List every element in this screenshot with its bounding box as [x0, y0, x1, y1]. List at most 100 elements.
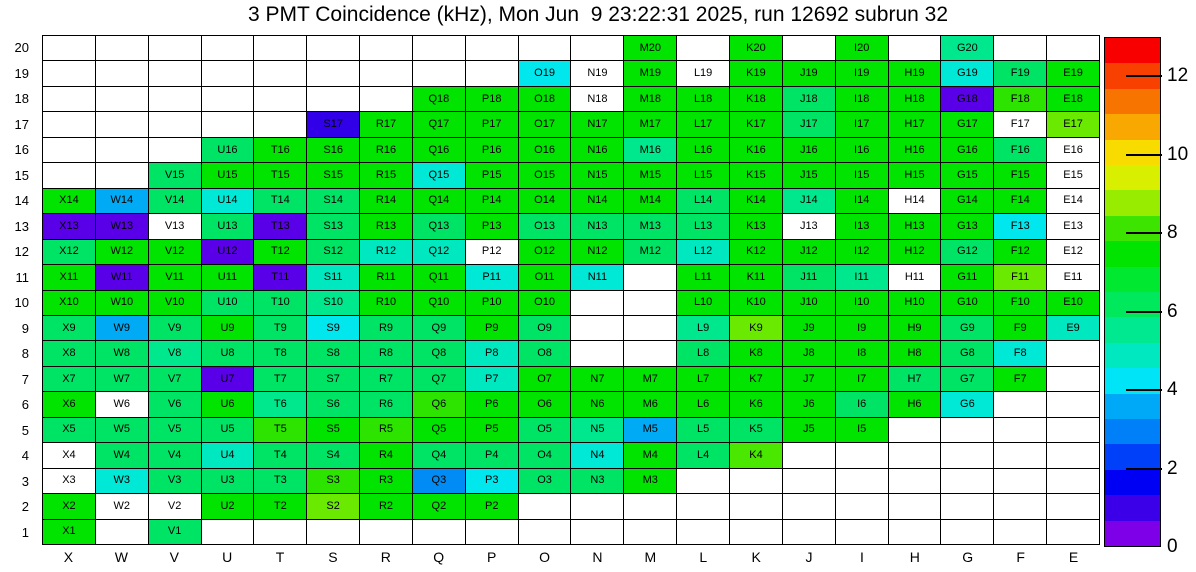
grid-cell: L13 — [677, 214, 730, 239]
grid-cell: T7 — [254, 366, 307, 392]
grid-cell — [43, 61, 95, 86]
grid-cell: E18 — [1047, 86, 1099, 112]
grid-cell — [254, 36, 307, 61]
colorbar-tick — [1126, 232, 1162, 235]
grid-cell — [730, 468, 782, 494]
grid-cell — [95, 163, 148, 188]
grid-cell: W12 — [95, 239, 148, 265]
grid-cell — [677, 468, 730, 494]
grid-cell — [43, 86, 95, 112]
grid-cell: H10 — [888, 290, 941, 315]
grid-cell — [360, 519, 412, 544]
grid-cell — [95, 36, 148, 61]
grid-cell: Q17 — [412, 112, 465, 137]
grid-cell: U12 — [201, 239, 254, 265]
y-axis-label: 17 — [14, 116, 29, 132]
x-axis-label: K — [751, 549, 761, 565]
grid-cell: M20 — [624, 36, 677, 61]
grid-cell: Q3 — [412, 468, 465, 494]
grid-cell: J6 — [782, 392, 835, 417]
grid-cell: O10 — [518, 290, 571, 315]
grid-cell — [412, 61, 465, 86]
grid-cell: H8 — [888, 341, 941, 366]
grid-cell — [148, 86, 201, 112]
grid-cell — [148, 61, 201, 86]
grid-cell: P10 — [465, 290, 518, 315]
grid-cell: K9 — [730, 315, 782, 341]
y-axis-label: 15 — [14, 167, 29, 183]
grid-cell: W4 — [95, 443, 148, 468]
grid-cell: U7 — [201, 366, 254, 392]
grid-cell: T15 — [254, 163, 307, 188]
grid-cell: M12 — [624, 239, 677, 265]
grid-cell — [518, 519, 571, 544]
grid-cell — [677, 36, 730, 61]
colorbar-tick — [1126, 75, 1162, 78]
grid-cell — [1047, 366, 1099, 392]
grid-cell — [624, 290, 677, 315]
grid-cell: F19 — [994, 61, 1047, 86]
grid-cell: I11 — [835, 265, 888, 290]
grid-cell: O17 — [518, 112, 571, 137]
grid-cell: V10 — [148, 290, 201, 315]
grid-cell — [888, 443, 941, 468]
grid-cell: J7 — [782, 366, 835, 392]
colorbar-band — [1105, 266, 1160, 292]
colorbar-band — [1105, 37, 1160, 64]
grid-cell — [571, 494, 624, 519]
grid-cell: N16 — [571, 137, 624, 163]
grid-cell: I19 — [835, 61, 888, 86]
grid-cell — [95, 519, 148, 544]
grid-cell: N7 — [571, 366, 624, 392]
grid-cell: T8 — [254, 341, 307, 366]
grid-cell: V5 — [148, 417, 201, 443]
grid-cell: T9 — [254, 315, 307, 341]
colorbar-tick-label: 12 — [1167, 65, 1189, 87]
grid-cell: K6 — [730, 392, 782, 417]
colorbar-band — [1105, 215, 1160, 242]
grid-cell: G20 — [941, 36, 994, 61]
grid-cell: U16 — [201, 137, 254, 163]
grid-cell — [782, 494, 835, 519]
grid-cell: F7 — [994, 366, 1047, 392]
y-axis-label: 8 — [21, 346, 29, 362]
x-axis-label: R — [380, 549, 391, 565]
grid-cell — [201, 86, 254, 112]
y-axis-label: 20 — [14, 40, 29, 56]
grid-cell: F10 — [994, 290, 1047, 315]
grid-cell: P6 — [465, 392, 518, 417]
grid-cell: O12 — [518, 239, 571, 265]
grid-cell — [888, 519, 941, 544]
grid-cell: E15 — [1047, 163, 1099, 188]
grid-cell: G7 — [941, 366, 994, 392]
grid-cell — [95, 86, 148, 112]
grid-cell: N5 — [571, 417, 624, 443]
grid-cell: M19 — [624, 61, 677, 86]
grid-cell: P3 — [465, 468, 518, 494]
grid-cell: U2 — [201, 494, 254, 519]
colorbar-band — [1105, 418, 1160, 445]
grid-cell: O3 — [518, 468, 571, 494]
grid-cell: L18 — [677, 86, 730, 112]
grid-cell: Q8 — [412, 341, 465, 366]
grid-cell: E14 — [1047, 188, 1099, 214]
x-axis-label: N — [592, 549, 603, 565]
grid-cell: K11 — [730, 265, 782, 290]
grid-cell: G6 — [941, 392, 994, 417]
grid-cell: V12 — [148, 239, 201, 265]
x-axis-label: F — [1016, 549, 1025, 565]
grid-cell: S5 — [307, 417, 360, 443]
grid-cell: J15 — [782, 163, 835, 188]
grid-cell: V4 — [148, 443, 201, 468]
grid-cell: K15 — [730, 163, 782, 188]
grid-cell — [465, 36, 518, 61]
grid-cell: U5 — [201, 417, 254, 443]
grid-cell: U15 — [201, 163, 254, 188]
colorbar-band — [1105, 520, 1160, 546]
grid-cell: V15 — [148, 163, 201, 188]
colorbar-tick-label: 2 — [1167, 457, 1178, 479]
grid-cell: L15 — [677, 163, 730, 188]
grid-cell: H19 — [888, 61, 941, 86]
grid-cell: R7 — [360, 366, 412, 392]
grid-cell: T14 — [254, 188, 307, 214]
